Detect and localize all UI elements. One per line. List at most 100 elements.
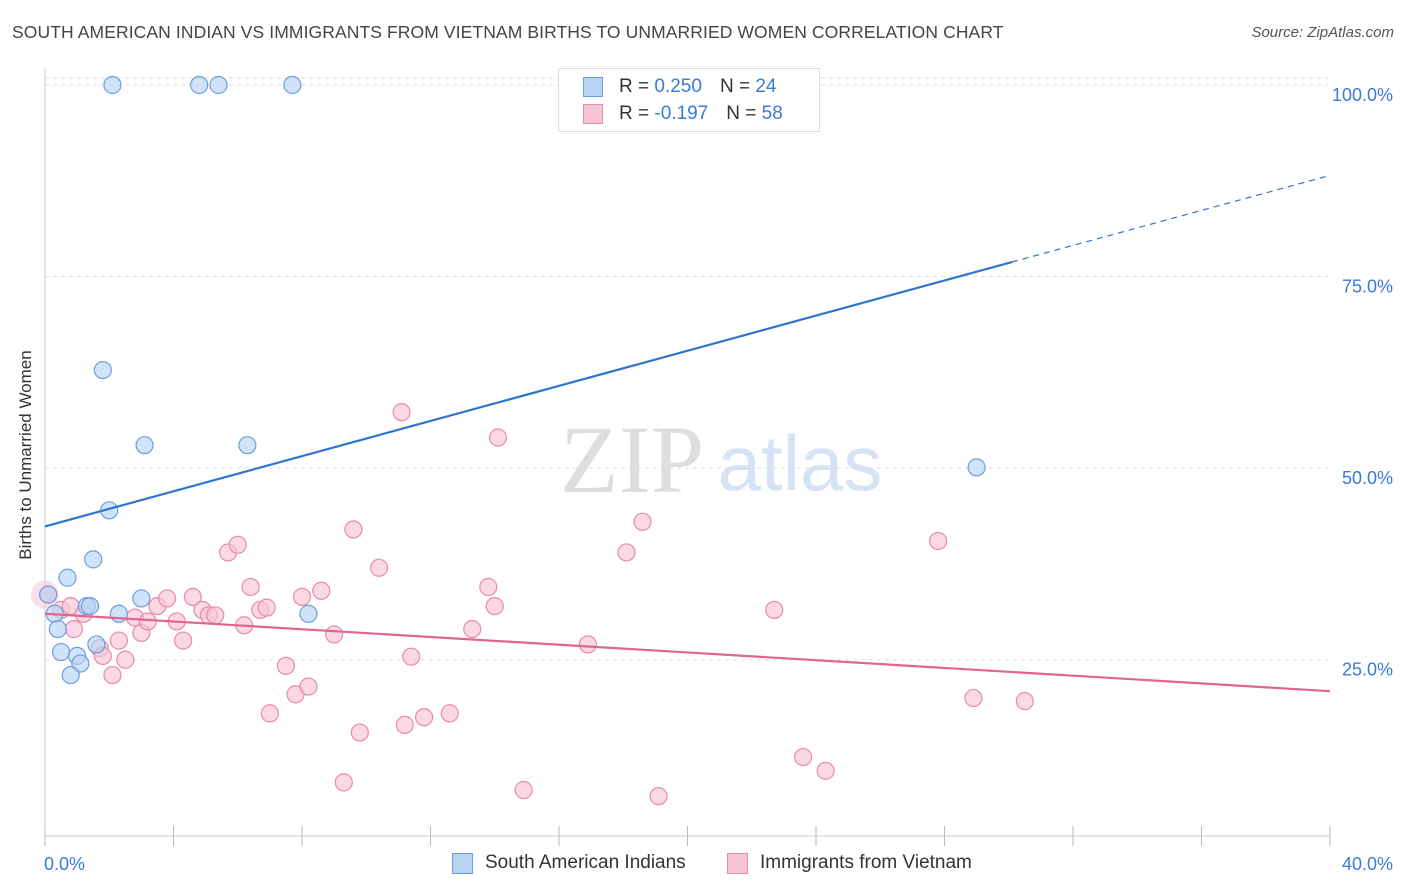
data-point-vietnam	[292, 587, 312, 607]
data-point-south-american-indians	[48, 619, 67, 639]
data-point-vietnam	[765, 600, 784, 620]
legend-swatch-blue	[583, 77, 603, 97]
data-point-south-american-indians	[39, 585, 58, 604]
axes	[44, 68, 1331, 846]
data-point-vietnam	[241, 577, 260, 597]
data-point-vietnam	[183, 587, 202, 607]
legend-swatch-pink	[583, 104, 603, 124]
data-point-south-american-indians	[58, 568, 77, 587]
x-tick-label: 0.0%	[44, 854, 85, 874]
legend-row-blue: R = 0.250 N = 24	[583, 75, 776, 99]
data-point-vietnam	[488, 428, 508, 447]
data-point-south-american-indians	[283, 75, 302, 95]
trend-line-south-american-indians	[44, 260, 1013, 528]
data-point-vietnam	[344, 520, 363, 539]
legend-n-value: 58	[761, 103, 783, 124]
data-point-south-american-indians	[103, 75, 122, 95]
data-point-south-american-indians	[190, 75, 209, 95]
trend-line-vietnam	[44, 612, 1331, 693]
legend-n-value: 24	[755, 76, 777, 97]
data-point-vietnam	[402, 647, 421, 666]
grid	[45, 77, 1330, 661]
data-point-vietnam	[479, 577, 498, 597]
legend-r-value: -0.197	[654, 103, 709, 124]
data-point-vietnam	[260, 704, 279, 723]
bottom-legend-swatch-blue	[452, 852, 473, 874]
data-point-south-american-indians	[61, 665, 80, 685]
data-point-vietnam	[103, 665, 122, 685]
data-point-vietnam	[312, 581, 331, 600]
data-point-south-american-indians	[135, 436, 154, 455]
data-point-south-american-indians	[84, 550, 103, 569]
trend-line-extension	[1011, 174, 1331, 263]
legend-n-label: N =	[726, 103, 757, 124]
data-point-vietnam	[206, 606, 225, 625]
data-point-vietnam	[578, 635, 598, 654]
data-point-south-american-indians	[238, 436, 257, 455]
data-point-vietnam	[174, 631, 193, 650]
data-point-vietnam	[370, 558, 389, 577]
data-point-vietnam	[794, 747, 813, 767]
y-axis-label: Births to Unmarried Women	[16, 350, 35, 560]
data-point-vietnam	[1015, 692, 1034, 711]
data-point-vietnam	[64, 619, 84, 639]
data-point-vietnam	[395, 715, 414, 734]
series-vietnam	[31, 403, 1034, 806]
correlation-legend: R = 0.250 N = 24 R = -0.197 N = 58	[558, 68, 820, 132]
data-point-south-american-indians	[132, 589, 151, 608]
data-point-vietnam	[228, 535, 247, 554]
data-point-vietnam	[964, 688, 983, 708]
bottom-legend-label: Immigrants from Vietnam	[760, 852, 972, 873]
data-point-vietnam	[109, 631, 128, 650]
data-point-vietnam	[414, 708, 434, 727]
data-point-vietnam	[649, 787, 668, 806]
bottom-legend-blue: South American Indians	[452, 852, 686, 874]
data-point-vietnam	[334, 773, 353, 792]
data-point-vietnam	[138, 612, 157, 631]
data-point-south-american-indians	[93, 360, 112, 380]
legend-row-pink: R = -0.197 N = 58	[583, 102, 783, 126]
data-point-vietnam	[350, 723, 369, 742]
data-point-vietnam	[116, 650, 135, 669]
data-point-vietnam	[633, 512, 652, 531]
y-tick-label: 75.0%	[1342, 277, 1393, 297]
tick-labels: 25.0% 50.0% 75.0% 100.0% 0.0% 40.0%	[44, 85, 1393, 874]
legend-r-label: R =	[619, 76, 650, 97]
source-label: Source: ZipAtlas.com	[1251, 24, 1394, 41]
bottom-legend-label: South American Indians	[485, 852, 686, 873]
y-tick-label: 50.0%	[1342, 468, 1393, 488]
data-point-vietnam	[325, 625, 344, 644]
watermark-atlas: atlas	[718, 419, 883, 507]
data-point-vietnam	[928, 531, 948, 551]
data-point-vietnam	[463, 619, 482, 639]
legend-r-value: 0.250	[654, 76, 702, 97]
y-tick-label: 100.0%	[1332, 85, 1393, 105]
watermark: ZIP atlas	[560, 406, 882, 513]
bottom-legend-swatch-pink	[727, 852, 748, 874]
data-point-vietnam	[299, 677, 318, 696]
data-point-vietnam	[392, 403, 411, 422]
data-point-vietnam	[440, 704, 459, 723]
chart-title: SOUTH AMERICAN INDIAN VS IMMIGRANTS FROM…	[12, 22, 1004, 42]
watermark-zip: ZIP	[560, 406, 704, 513]
data-point-south-american-indians	[967, 458, 986, 477]
data-point-south-american-indians	[51, 642, 71, 662]
data-point-south-american-indians	[80, 596, 100, 616]
legend-n-label: N =	[719, 76, 751, 97]
bottom-legend-pink: Immigrants from Vietnam	[727, 852, 972, 874]
data-point-vietnam	[617, 543, 636, 562]
data-point-vietnam	[157, 589, 177, 608]
data-point-vietnam	[816, 761, 835, 780]
data-point-south-american-indians	[109, 604, 128, 623]
data-point-south-american-indians	[299, 604, 318, 623]
x-tick-label: 40.0%	[1342, 854, 1393, 874]
data-point-vietnam	[257, 598, 276, 617]
series-south-american-indians	[39, 75, 986, 685]
data-point-vietnam	[485, 596, 504, 616]
data-point-vietnam	[276, 656, 296, 675]
trend-lines	[44, 174, 1331, 693]
legend-r-label: R =	[619, 103, 650, 124]
y-tick-label: 25.0%	[1342, 660, 1393, 680]
data-point-vietnam	[514, 780, 533, 800]
